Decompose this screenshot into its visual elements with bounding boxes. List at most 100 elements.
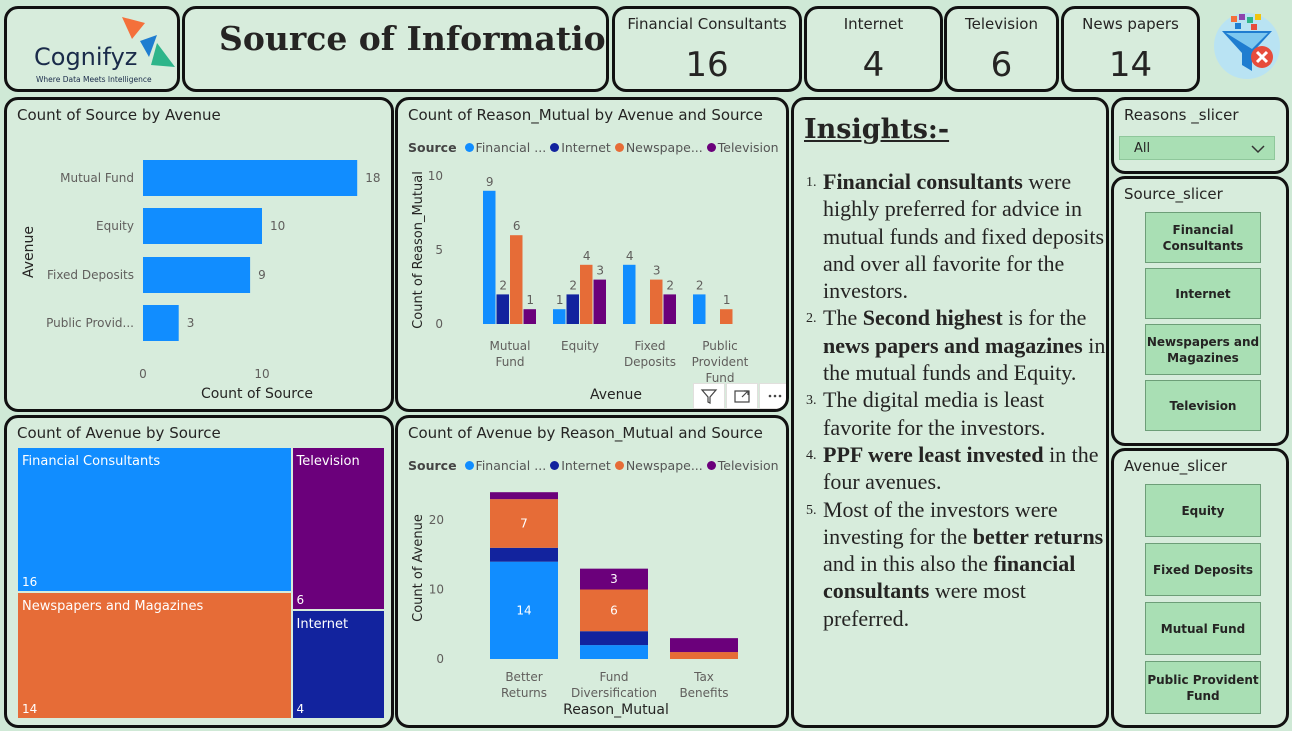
bar-segment xyxy=(580,589,648,632)
cognifyz-logo-icon xyxy=(122,17,175,67)
treemap-area: Financial Consultants 16 Newspapers and Ma… xyxy=(18,448,384,718)
kpi-label: Financial Consultants xyxy=(627,15,787,33)
insight-emphasis: news papers and magazines xyxy=(823,332,1083,358)
treemap-tile[interactable]: Internet 4 xyxy=(292,611,384,718)
insights-title: Insights:- xyxy=(804,114,950,145)
insight-text: The digital media is least favorite for … xyxy=(823,387,1046,440)
chart-source-by-avenue[interactable]: Count of Source by Avenue Mutual Fund 18 E… xyxy=(4,97,394,412)
category-label: Fixed xyxy=(634,339,665,353)
data-label: 1 xyxy=(556,293,564,307)
chart-reason-mutual-by-avenue-source[interactable]: Count of Reason_Mutual by Avenue and Sou… xyxy=(395,97,789,412)
more-options-button[interactable] xyxy=(759,383,786,409)
data-label: 2 xyxy=(499,278,507,292)
kpi-value: 16 xyxy=(685,45,729,85)
data-label: 6 xyxy=(610,603,618,617)
category-label: Benefits xyxy=(679,686,728,700)
insight-item: 5. Most of the investors were investing f… xyxy=(806,496,1106,632)
y-axis-title: Count of Reason_Mutual xyxy=(411,171,426,329)
kpi-card-financial-consultants: Financial Consultants 16 xyxy=(612,6,802,92)
legend-item: Newspape... xyxy=(625,458,703,473)
bar xyxy=(496,294,509,324)
bar-segment xyxy=(670,638,738,653)
kpi-value: 14 xyxy=(1108,45,1153,85)
slicer-item-mutual-fund[interactable]: Mutual Fund xyxy=(1145,602,1261,655)
slicer-item-fixed-deposits[interactable]: Fixed Deposits xyxy=(1145,543,1261,596)
tick-label: 0 xyxy=(139,367,147,381)
x-axis-title: Reason_Mutual xyxy=(563,702,669,718)
bar xyxy=(143,160,358,196)
bar xyxy=(566,294,579,324)
data-label: 3 xyxy=(596,264,604,278)
chart-avenue-by-source-treemap[interactable]: Count of Avenue by Source Financial Cons… xyxy=(4,415,394,728)
chart-legend: Source Financial ... Internet Newspape... Te… xyxy=(408,140,779,155)
data-label: 4 xyxy=(626,249,634,263)
data-label: 9 xyxy=(486,175,494,189)
brand-name: Cognifyz xyxy=(34,43,138,71)
bar-segment xyxy=(490,547,558,562)
data-label: 7 xyxy=(520,516,528,530)
tile-value: 16 xyxy=(22,575,38,589)
bar xyxy=(663,294,676,324)
insight-emphasis: PPF were least invested xyxy=(823,441,1044,467)
bar-segment xyxy=(490,492,558,500)
category-label: Tax xyxy=(693,670,714,684)
slicer-item-financial-consultants[interactable]: Financial Consultants xyxy=(1145,212,1261,263)
slicer-item-television[interactable]: Television xyxy=(1145,380,1261,431)
category-label: Diversification xyxy=(571,686,657,700)
filter-button[interactable] xyxy=(693,383,725,409)
insight-text: Most of the investors were investing for… xyxy=(823,496,1058,549)
chevron-down-icon xyxy=(1251,145,1265,154)
bar xyxy=(580,264,593,324)
legend-dot xyxy=(550,461,560,470)
avenue-slicer: Avenue_slicer Equity Fixed Deposits Mutu… xyxy=(1111,448,1289,728)
slicer-item-internet[interactable]: Internet xyxy=(1145,268,1261,319)
tick-label: 10 xyxy=(429,583,444,597)
slicer-title: Avenue_slicer xyxy=(1124,457,1228,475)
insight-item: 1. Financial consultants were highly pref… xyxy=(806,168,1106,304)
legend-dot xyxy=(614,461,624,470)
tick-label: 20 xyxy=(429,513,444,527)
bar xyxy=(510,235,523,324)
data-label: 4 xyxy=(583,249,591,263)
tick-label: 10 xyxy=(254,367,269,381)
stacked-column-chart-svg: 0 10 20 14 7 Better Returns 6 3 Fund Diversificati… xyxy=(411,492,738,718)
legend-dot xyxy=(550,143,560,152)
insight-emphasis: Second highest xyxy=(862,305,1003,331)
insights-list: 1. Financial consultants were highly pref… xyxy=(806,168,1106,632)
x-axis-title: Avenue xyxy=(590,387,642,403)
bar xyxy=(593,279,606,324)
tile-label: Television xyxy=(296,454,360,469)
legend-dot xyxy=(464,143,474,152)
bar xyxy=(523,309,536,324)
funnel-clear-icon xyxy=(1214,13,1280,79)
y-axis-title: Count of Avenue xyxy=(411,514,426,622)
slicer-item-newspapers-and-magazines[interactable]: Newspapers and Magazines xyxy=(1145,324,1261,375)
kpi-value: 4 xyxy=(862,45,885,85)
data-label: 3 xyxy=(653,264,661,278)
bar xyxy=(693,294,706,324)
insight-text: were most preferred. xyxy=(823,578,1026,631)
tick-label: 0 xyxy=(436,652,444,666)
category-label: Equity xyxy=(561,339,599,353)
insight-text: in the mutual funds and Equity. xyxy=(823,332,1106,386)
focus-mode-button[interactable] xyxy=(726,383,758,409)
category-label: Deposits xyxy=(624,355,676,369)
chart-title: Count of Reason_Mutual by Avenue and Sou… xyxy=(408,106,763,124)
reasons-dropdown[interactable]: All xyxy=(1119,136,1275,160)
clear-filters-button[interactable] xyxy=(1212,11,1282,81)
kpi-value: 6 xyxy=(990,45,1013,85)
treemap-tile[interactable]: Financial Consultants 16 xyxy=(18,448,291,591)
slicer-item-public-provident-fund[interactable]: Public Provident Fund xyxy=(1145,661,1261,714)
slicer-title: Reasons _slicer xyxy=(1124,106,1239,124)
filter-icon xyxy=(700,389,718,404)
data-label: 14 xyxy=(516,603,531,617)
legend-dot xyxy=(614,143,624,152)
treemap-tile[interactable]: Newspapers and Magazines 14 xyxy=(18,593,291,718)
slicer-item-equity[interactable]: Equity xyxy=(1145,484,1261,537)
treemap-tile[interactable]: Television 6 xyxy=(292,448,384,609)
tick-label: 5 xyxy=(435,243,443,257)
legend-item: Newspape... xyxy=(625,140,703,155)
chart-avenue-by-reason-mutual-source[interactable]: Count of Avenue by Reason_Mutual and Sou… xyxy=(395,415,789,728)
legend-item: Financial ... xyxy=(475,140,547,155)
bar xyxy=(623,264,636,324)
